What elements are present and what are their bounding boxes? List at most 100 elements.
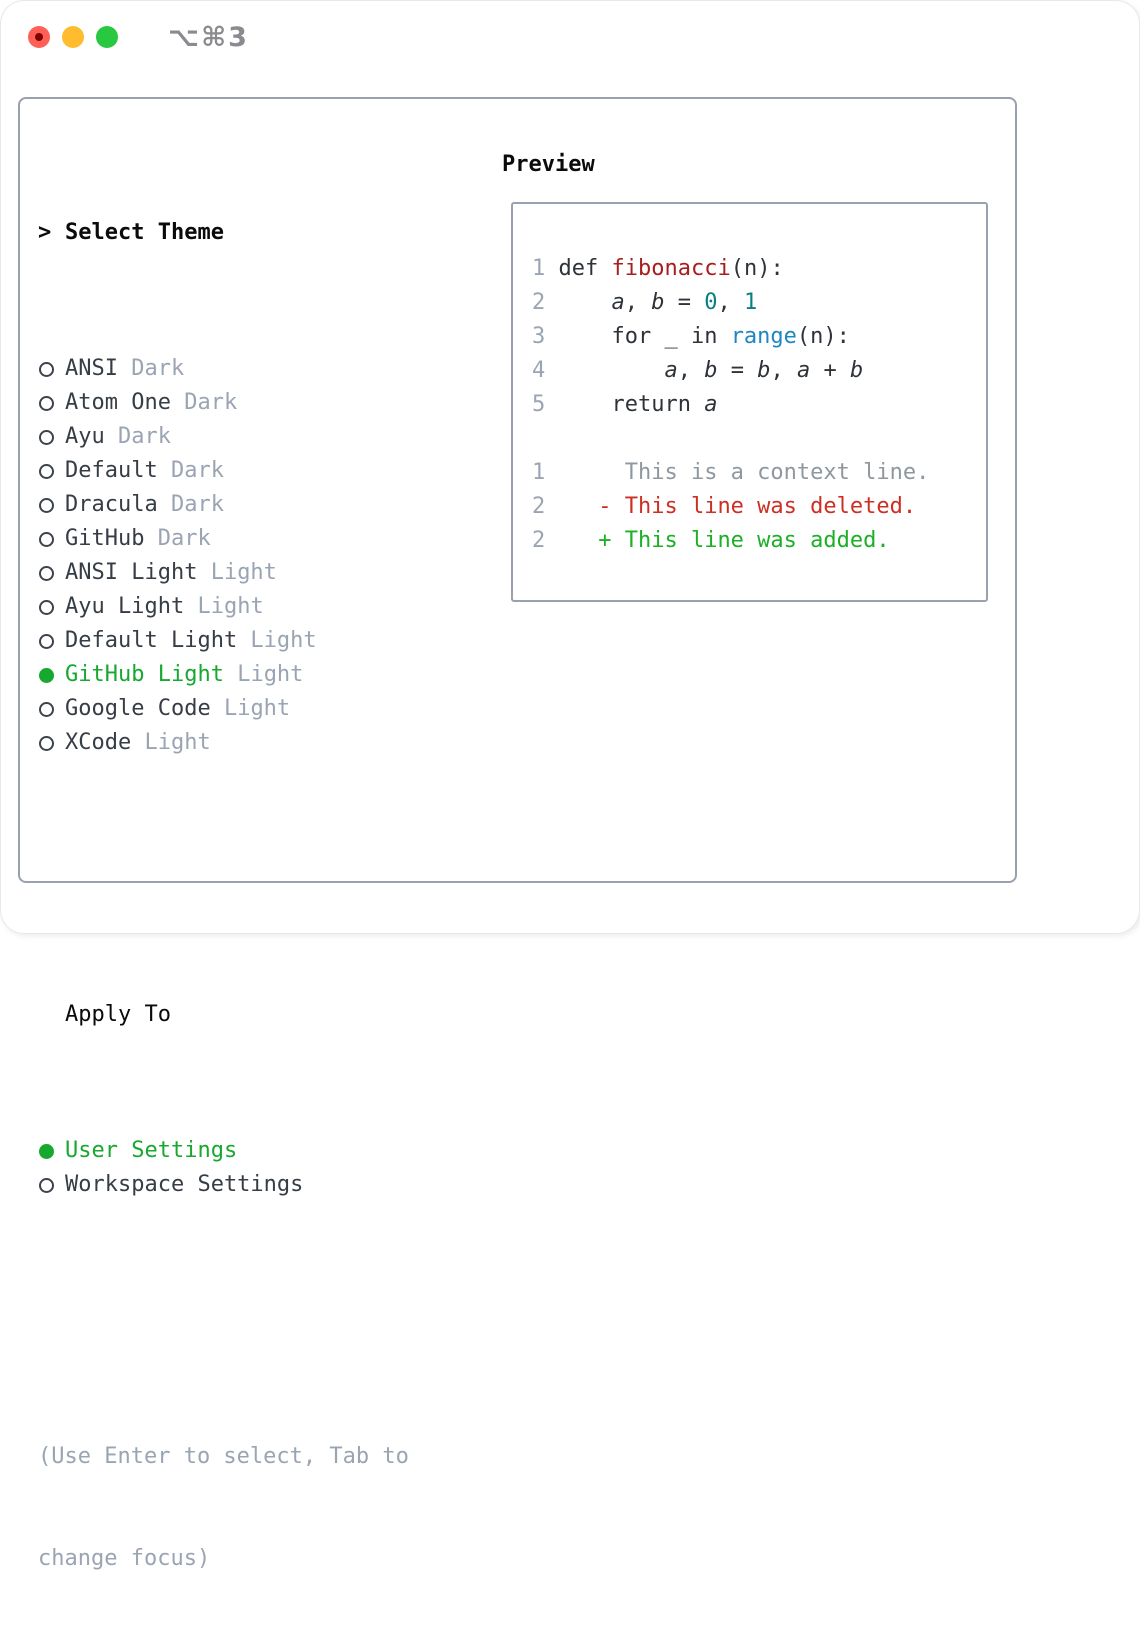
apply-to-option-label: Workspace Settings [65, 1172, 304, 1197]
code-token-plain: (n): [730, 256, 784, 281]
theme-name: GitHub Light [65, 662, 224, 687]
theme-variant: Light [184, 594, 264, 619]
theme-option[interactable]: Default Light Light [38, 624, 478, 658]
zoom-button[interactable] [96, 26, 118, 48]
apply-to-option[interactable]: User Settings [38, 1134, 478, 1168]
preview-title: Preview [502, 152, 595, 177]
apply-to-title: Apply To [65, 1002, 171, 1027]
code-token-plain [559, 358, 665, 383]
theme-name: Ayu [65, 424, 105, 449]
radio-icon [39, 565, 54, 581]
code-token-plain: + [810, 358, 850, 383]
theme-variant: Dark [117, 356, 185, 381]
spacer [38, 1304, 478, 1338]
code-token-var: a [704, 392, 718, 417]
code-token-num: 0 [704, 290, 718, 315]
theme-option[interactable]: Default Dark [38, 454, 478, 488]
theme-option[interactable]: Google Code Light [38, 692, 478, 726]
radio-icon [39, 531, 54, 547]
apply-to-header: Apply To [38, 998, 478, 1032]
theme-option[interactable]: Ayu Light Light [38, 590, 478, 624]
theme-option[interactable]: XCode Light [38, 726, 478, 760]
theme-name: XCode [65, 730, 132, 755]
code-token-var: b [757, 358, 771, 383]
apply-to-option-label: User Settings [65, 1138, 238, 1163]
radio-icon [39, 735, 54, 751]
theme-option[interactable]: GitHub Dark [38, 522, 478, 556]
theme-option[interactable]: ANSI Dark [38, 352, 478, 386]
code-token-plain: = [717, 358, 758, 383]
close-button[interactable] [28, 26, 50, 48]
app-window: ⌥⌘3 > Select Theme ANSI Dark Atom One Dar… [0, 0, 1140, 1571]
theme-variant: Dark [157, 492, 224, 517]
code-token-plain: for _ in [558, 324, 731, 349]
theme-picker-header: > Select Theme [38, 216, 478, 250]
theme-option[interactable]: GitHub Light Light [38, 658, 478, 692]
title-bar: ⌥⌘3 [0, 0, 1140, 75]
theme-variant: Light [197, 560, 277, 585]
code-line: 4 a, b = b, a + b [532, 354, 986, 388]
theme-name: GitHub [65, 526, 145, 551]
code-token-func: fibonacci [611, 256, 731, 281]
spacer [38, 862, 478, 896]
code-line: 5 return a [532, 388, 986, 422]
radio-icon [39, 701, 54, 717]
hint-line-2: change focus) [38, 1546, 211, 1571]
apply-to-option[interactable]: Workspace Settings [38, 1168, 478, 1202]
theme-option[interactable]: Atom One Dark [38, 386, 478, 420]
radio-icon [39, 463, 54, 479]
line-number: 1 [532, 460, 546, 485]
radio-selected-icon [39, 667, 54, 683]
code-token-added: + This line was added. [558, 528, 890, 553]
line-number: 4 [532, 358, 546, 383]
theme-variant: Light [223, 662, 304, 687]
theme-option[interactable]: Dracula Dark [38, 488, 478, 522]
theme-name: Ayu Light [65, 594, 185, 619]
theme-variant: Dark [104, 424, 171, 449]
code-token-context: This is a context line. [558, 460, 930, 485]
theme-variant: Dark [144, 526, 211, 551]
theme-picker: > Select Theme ANSI Dark Atom One Dark Ayu… [38, 148, 478, 1644]
code-token-deleted: - This line was deleted. [558, 494, 917, 519]
radio-selected-icon [39, 1143, 54, 1159]
minimize-button[interactable] [62, 26, 84, 48]
code-token-var: b [849, 358, 864, 383]
theme-list: ANSI Dark Atom One Dark Ayu Dark Default Da… [38, 352, 478, 760]
code-line: 2 + This line was added. [532, 524, 986, 558]
theme-name: ANSI Light [65, 560, 198, 585]
theme-variant: Dark [157, 458, 224, 483]
theme-picker-title: Select Theme [65, 220, 224, 245]
hint-line-1: (Use Enter to select, Tab to [38, 1444, 409, 1469]
code-token-plain: , [717, 290, 744, 315]
line-number: 2 [532, 290, 546, 315]
code-token-plain: = [664, 290, 705, 315]
code-token-plain: def [558, 256, 612, 281]
code-token-plain: , [624, 290, 652, 315]
code-line: 3 for _ in range(n): [532, 320, 986, 354]
line-number: 2 [532, 528, 546, 553]
theme-option[interactable]: Ayu Dark [38, 420, 478, 454]
theme-name: Dracula [65, 492, 158, 517]
theme-option[interactable]: ANSI Light Light [38, 556, 478, 590]
line-number: 5 [532, 392, 546, 417]
code-token-var: a [796, 358, 811, 383]
radio-icon [39, 599, 54, 615]
window-shortcut-label: ⌥⌘3 [168, 22, 249, 53]
theme-name: Default Light [65, 628, 238, 653]
code-token-plain: , [677, 358, 705, 383]
code-token-var: b [704, 358, 718, 383]
line-number: 2 [532, 494, 546, 519]
theme-name: Default [65, 458, 158, 483]
radio-icon [39, 395, 54, 411]
code-line [532, 422, 986, 456]
theme-variant: Dark [170, 390, 238, 415]
theme-name: Atom One [65, 390, 171, 415]
radio-icon [39, 429, 54, 445]
prompt-icon: > [38, 220, 52, 245]
code-line: 1 This is a context line. [532, 456, 986, 490]
line-number: 3 [532, 324, 546, 349]
code-token-plain: , [770, 358, 797, 383]
theme-variant: Light [131, 730, 211, 755]
theme-dialog-panel: > Select Theme ANSI Dark Atom One Dark Ayu… [18, 97, 1017, 1571]
